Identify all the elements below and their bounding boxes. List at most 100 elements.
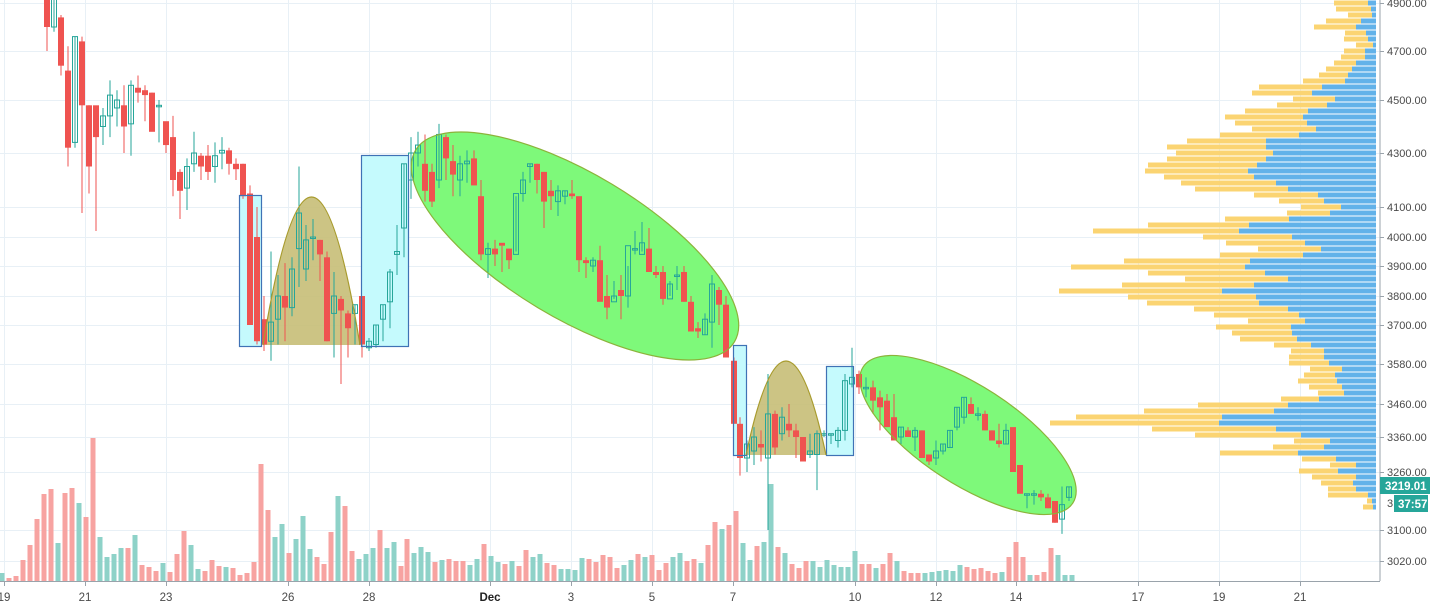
volume-bar	[279, 524, 285, 581]
candle	[184, 158, 190, 210]
volume-bar	[41, 494, 47, 581]
profile-sell-bar	[1258, 246, 1321, 252]
volume-bar	[202, 571, 208, 581]
profile-buy-bar	[1329, 360, 1376, 366]
candle	[961, 396, 967, 424]
profile-sell-bar	[1326, 18, 1361, 24]
candle	[464, 150, 470, 183]
profile-sell-bar	[1344, 48, 1365, 54]
candle	[912, 427, 918, 451]
rectangle-annotation[interactable]	[826, 366, 853, 455]
profile-buy-bar	[1335, 96, 1376, 102]
candle	[800, 437, 806, 462]
rectangle-annotation-border[interactable]	[238, 194, 263, 348]
price-tick-label: 4100.00	[1387, 202, 1427, 214]
volume-profile	[1050, 0, 1376, 510]
arch-annotation-border[interactable]	[262, 196, 361, 346]
profile-sell-bar	[1298, 378, 1337, 384]
candle	[219, 137, 225, 170]
volume-bar	[1048, 548, 1054, 581]
candle	[422, 134, 428, 202]
volume-bar	[146, 567, 152, 581]
profile-buy-bar	[1318, 192, 1376, 198]
volume-bar	[635, 554, 641, 581]
candle	[772, 410, 778, 455]
profile-buy-bar	[1257, 162, 1376, 168]
candle	[989, 430, 995, 441]
candle	[611, 281, 617, 303]
volume-bar	[572, 570, 578, 581]
volume-bar	[901, 571, 907, 581]
profile-buy-bar	[1274, 408, 1376, 414]
profile-buy-bar	[1299, 312, 1376, 318]
volume-bar	[796, 568, 802, 581]
profile-sell-bar	[1304, 372, 1335, 378]
profile-buy-bar	[1338, 468, 1376, 474]
price-tick-label: 4500.00	[1387, 95, 1427, 107]
volume-bar	[370, 548, 376, 581]
candle	[142, 85, 148, 122]
candle	[926, 454, 932, 465]
candle	[303, 225, 309, 281]
ellipse-annotation-border[interactable]	[836, 326, 1099, 544]
pattern-annotation-outlines[interactable]	[238, 88, 1100, 544]
rectangle-annotation[interactable]	[361, 155, 408, 346]
volume-bar	[1034, 575, 1040, 581]
candle	[345, 310, 351, 358]
profile-sell-bar	[1291, 348, 1324, 354]
profile-sell-bar	[1334, 60, 1356, 66]
time-axis[interactable]: 19 21 23 26 28 Dec 3 5 7 10 12 14 17 19 21	[0, 581, 1380, 608]
volume-bar	[1069, 575, 1075, 581]
candle	[58, 15, 64, 76]
profile-buy-bar	[1368, 0, 1376, 6]
price-axis[interactable]: 4900.00 4700.00 4500.00 4300.00 4100.00 4000.…	[1379, 0, 1430, 607]
profile-sell-bar	[1245, 108, 1308, 114]
profile-sell-bar	[1216, 324, 1291, 330]
volume-bar	[27, 545, 33, 581]
candle	[135, 75, 141, 103]
volume-bar	[209, 560, 215, 581]
profile-sell-bar	[1145, 168, 1248, 174]
profile-buy-bar	[1301, 432, 1376, 438]
candle	[212, 142, 218, 183]
profile-buy-bar	[1266, 156, 1376, 162]
profile-sell-bar	[1356, 42, 1373, 48]
profile-sell-bar	[1176, 150, 1273, 156]
candle	[1066, 486, 1072, 501]
profile-sell-bar	[1273, 444, 1324, 450]
candle	[870, 380, 876, 414]
profile-sell-bar	[1293, 96, 1335, 102]
arch-annotation-border[interactable]	[745, 360, 827, 456]
candle	[534, 163, 540, 194]
profile-buy-bar	[1292, 330, 1376, 336]
candle	[240, 163, 246, 199]
volume-bars	[0, 438, 1075, 581]
ellipse-annotation-border[interactable]	[378, 88, 771, 403]
volume-bar	[614, 568, 620, 581]
profile-sell-bar	[1344, 36, 1368, 42]
profile-buy-bar	[1219, 420, 1376, 426]
rectangle-annotation-border[interactable]	[360, 154, 410, 348]
profile-buy-bar	[1254, 174, 1376, 180]
rectangle-annotation-border[interactable]	[825, 365, 855, 457]
volume-bar	[733, 511, 739, 581]
profile-buy-bar	[1249, 222, 1376, 228]
ellipse-annotation[interactable]	[378, 88, 771, 403]
candle	[1003, 423, 1009, 445]
volume-bar	[349, 551, 355, 581]
pattern-annotations[interactable]	[239, 88, 1100, 544]
volume-bar	[684, 561, 690, 581]
volume-bar	[845, 567, 851, 581]
profile-buy-bar	[1307, 120, 1376, 126]
candle	[590, 257, 596, 272]
volume-bar	[160, 563, 166, 581]
volume-bar	[670, 557, 676, 581]
candle	[317, 239, 323, 281]
volume-bar	[950, 571, 956, 581]
volume-bar	[726, 525, 732, 581]
profile-buy-bar	[1356, 462, 1376, 468]
rectangle-annotation-border[interactable]	[732, 344, 748, 457]
price-tick-label: 3900.00	[1387, 261, 1427, 273]
